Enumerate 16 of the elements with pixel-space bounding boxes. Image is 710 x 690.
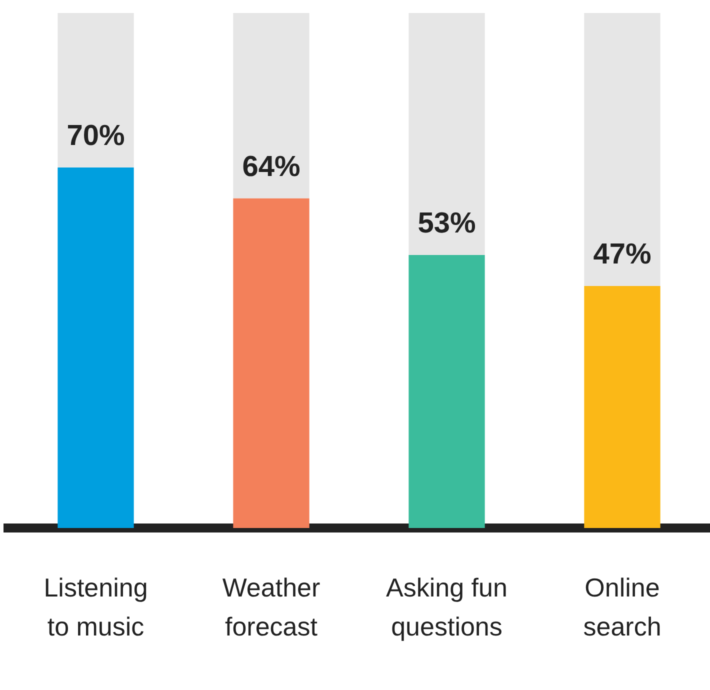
data-label: 70% xyxy=(66,120,125,152)
bar xyxy=(58,13,134,168)
bar xyxy=(408,255,485,528)
x-tick-label: Online search xyxy=(583,572,662,642)
data-label: 64% xyxy=(242,150,300,183)
bar xyxy=(233,198,310,528)
bar xyxy=(233,13,310,198)
bar xyxy=(584,13,660,286)
x-tick-label: Weather forecast xyxy=(222,572,320,642)
x-tick-label: Asking fun questions xyxy=(386,572,508,642)
bar xyxy=(584,286,660,528)
bar xyxy=(58,168,134,528)
x-tick-label: Listening to music xyxy=(44,572,148,642)
data-label: 53% xyxy=(418,208,476,240)
data-label: 47% xyxy=(593,238,652,270)
bar xyxy=(408,13,485,256)
